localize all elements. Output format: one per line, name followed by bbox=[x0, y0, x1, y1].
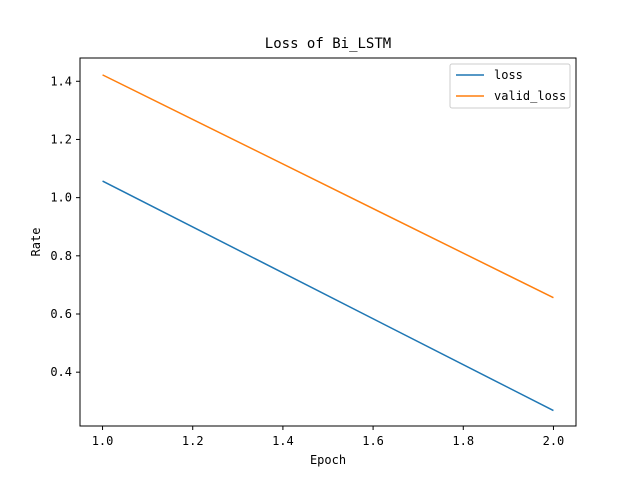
series-line-valid-loss bbox=[102, 74, 554, 299]
x-axis-label: Epoch bbox=[310, 453, 346, 467]
y-tick-label: 0.8 bbox=[50, 249, 72, 263]
y-tick-label: 1.2 bbox=[50, 132, 72, 146]
legend-label-valid-loss: valid_loss bbox=[494, 89, 566, 103]
y-tick-label: 0.4 bbox=[50, 365, 72, 379]
x-axis-ticks: 1.0 1.2 1.4 1.6 1.8 2.0 bbox=[92, 426, 565, 448]
legend: loss valid_loss bbox=[449, 63, 571, 109]
x-tick-label: 1.4 bbox=[272, 434, 294, 448]
x-tick-label: 2.0 bbox=[543, 434, 565, 448]
y-tick-label: 1.0 bbox=[50, 191, 72, 205]
y-tick-label: 1.4 bbox=[50, 74, 72, 88]
y-tick-label: 0.6 bbox=[50, 307, 72, 321]
x-tick-label: 1.0 bbox=[92, 434, 114, 448]
series-line-loss bbox=[102, 180, 554, 412]
axes-frame bbox=[79, 57, 577, 427]
y-axis-label: Rate bbox=[29, 228, 43, 257]
x-tick-label: 1.8 bbox=[452, 434, 474, 448]
x-tick-label: 1.2 bbox=[182, 434, 204, 448]
legend-label-loss: loss bbox=[494, 68, 523, 82]
x-tick-label: 1.6 bbox=[362, 434, 384, 448]
y-axis-ticks: 0.4 0.6 0.8 1.0 1.2 1.4 bbox=[50, 74, 80, 379]
plot-area bbox=[102, 74, 554, 412]
chart-title: Loss of Bi_LSTM bbox=[265, 36, 391, 52]
